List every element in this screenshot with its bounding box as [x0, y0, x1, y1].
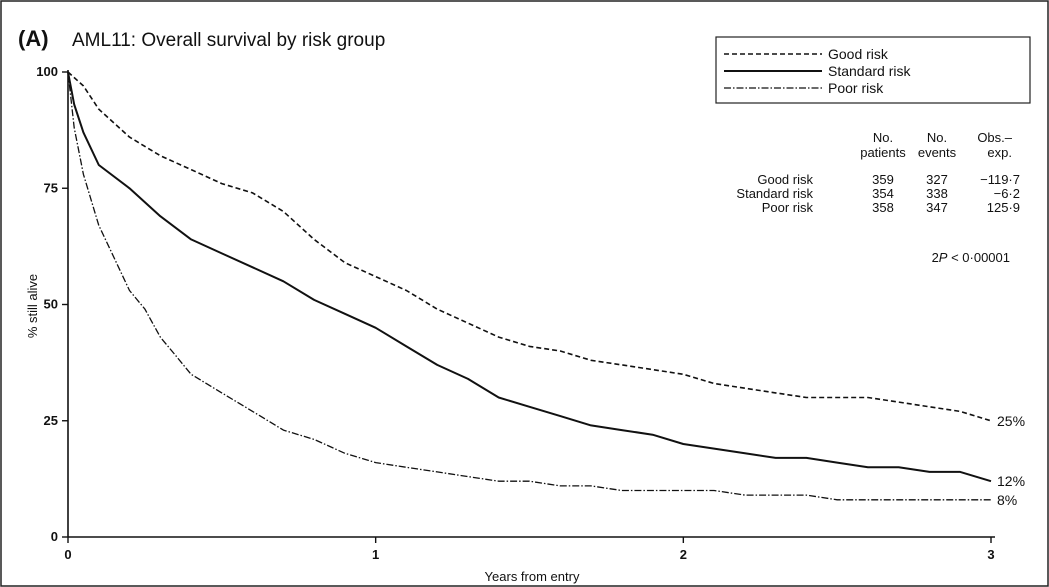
- series-lines: [67, 71, 992, 501]
- y-tick-label: 50: [44, 297, 58, 312]
- x-axis-label: Years from entry: [485, 569, 580, 584]
- end-label-standard-risk: 12%: [997, 473, 1025, 489]
- chart-title: AML11: Overall survival by risk group: [72, 30, 385, 51]
- x-tick-label: 1: [372, 547, 379, 562]
- y-axis-label: % still alive: [25, 274, 40, 338]
- series-line-good-risk: [67, 71, 992, 422]
- table-row-group: Good risk: [757, 172, 813, 187]
- table-row-group: Standard risk: [736, 186, 813, 201]
- end-label-good-risk: 25%: [997, 413, 1025, 429]
- table-header-cell: events: [918, 145, 957, 160]
- legend-label-poor-risk: Poor risk: [828, 80, 884, 96]
- series-line-poor-risk: [67, 71, 991, 501]
- table-cell-obs-exp: −6·2: [994, 186, 1020, 201]
- y-tick-label: 25: [44, 413, 58, 428]
- axes: 0 1 2 3 0 25 50 75 100: [36, 64, 995, 562]
- table-row-group: Poor risk: [762, 200, 814, 215]
- table-header-cell: No.: [873, 130, 893, 145]
- end-labels: 25% 12% 8%: [997, 413, 1025, 508]
- p-value: 2P < 0·00001: [932, 250, 1010, 265]
- y-tick-label: 75: [44, 180, 58, 195]
- panel-label: (A): [18, 26, 49, 51]
- table-cell-events: 327: [926, 172, 948, 187]
- table-cell-obs-exp: 125·9: [987, 200, 1020, 215]
- table-cell-patients: 358: [872, 200, 894, 215]
- legend-label-standard-risk: Standard risk: [828, 63, 911, 79]
- x-tick-label: 0: [64, 547, 71, 562]
- table-header-cell: exp.: [987, 145, 1012, 160]
- table-cell-events: 338: [926, 186, 948, 201]
- table-cell-events: 347: [926, 200, 948, 215]
- table-cell-obs-exp: −119·7: [980, 172, 1020, 187]
- table-cell-patients: 359: [872, 172, 894, 187]
- x-tick-label: 3: [987, 547, 994, 562]
- y-tick-label: 0: [51, 529, 58, 544]
- legend-label-good-risk: Good risk: [828, 46, 889, 62]
- series-line-standard-risk: [67, 71, 992, 483]
- table-cell-patients: 354: [872, 186, 894, 201]
- table-header-cell: No.: [927, 130, 947, 145]
- x-tick-label: 2: [680, 547, 687, 562]
- table-header-cell: patients: [860, 145, 906, 160]
- table-header-cell: Obs.–: [977, 130, 1012, 145]
- end-label-poor-risk: 8%: [997, 492, 1017, 508]
- y-tick-label: 100: [36, 64, 58, 79]
